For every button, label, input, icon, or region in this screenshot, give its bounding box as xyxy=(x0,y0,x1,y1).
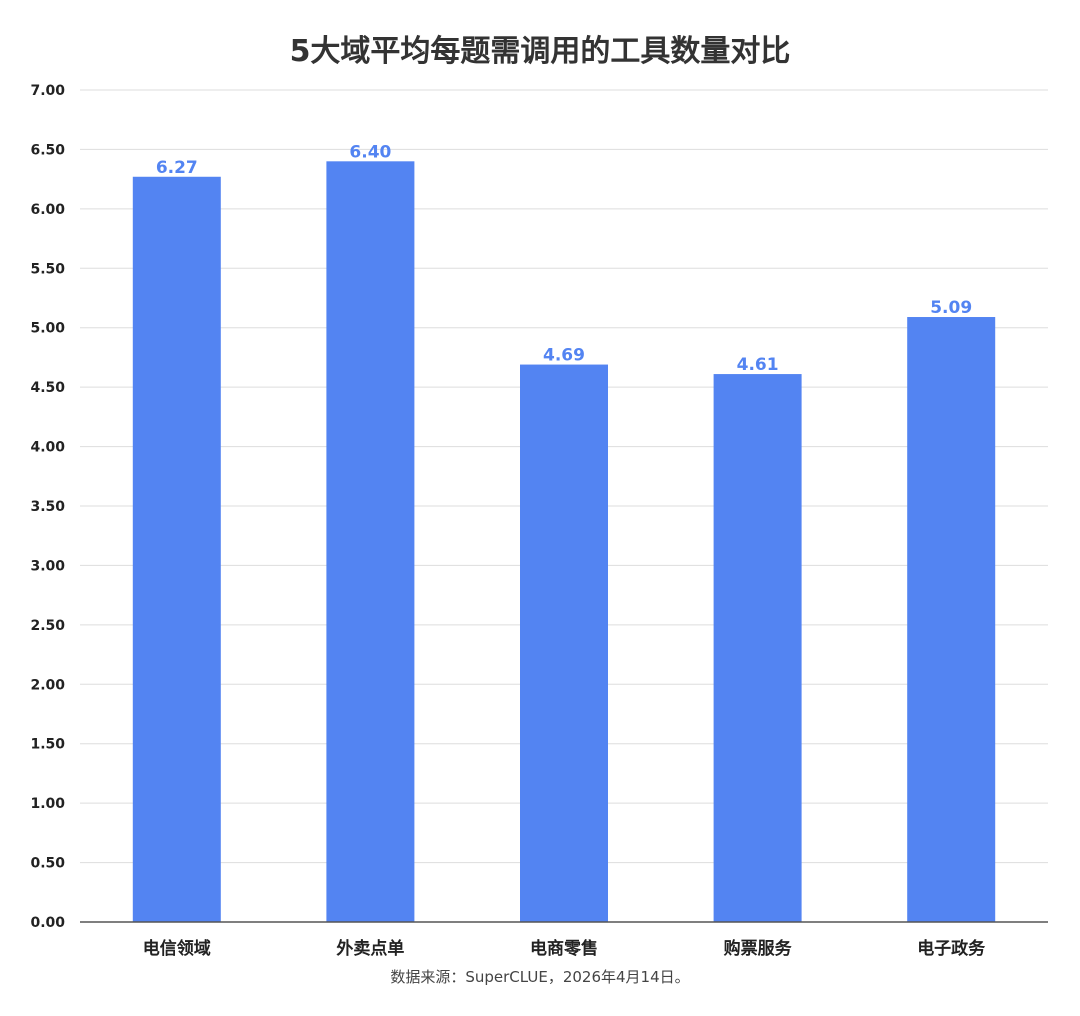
y-tick-label: 1.00 xyxy=(30,796,65,812)
y-tick-label: 3.00 xyxy=(30,558,65,574)
y-tick-label: 2.00 xyxy=(30,677,65,693)
y-tick-label: 3.50 xyxy=(30,499,65,515)
y-tick-label: 4.00 xyxy=(30,440,65,456)
y-tick-label: 1.50 xyxy=(30,737,65,753)
bar xyxy=(520,364,608,922)
bars xyxy=(132,161,996,923)
x-tick-label: 外卖点单 xyxy=(336,938,404,959)
y-axis-ticks: 0.00 0.50 1.00 1.50 2.00 2.50 3.00 3.50 4.00 4.50… xyxy=(30,83,65,931)
y-tick-label: 0.50 xyxy=(30,856,65,872)
data-label: 4.61 xyxy=(737,355,779,375)
source-note: 数据来源：SuperCLUE，2026年4月14日。 xyxy=(390,968,690,986)
bar xyxy=(326,161,415,923)
y-tick-label: 5.50 xyxy=(30,261,65,277)
y-tick-label: 7.00 xyxy=(30,83,65,99)
value-labels: 6.27 6.40 4.69 4.61 5.09 xyxy=(156,142,972,375)
y-tick-label: 6.00 xyxy=(30,202,65,218)
bar xyxy=(713,374,802,922)
x-tick-label: 电信领域 xyxy=(143,938,211,959)
x-tick-label: 电商零售 xyxy=(530,938,598,959)
bar xyxy=(907,317,996,922)
y-tick-label: 6.50 xyxy=(30,142,65,158)
x-axis-ticks: 电信领域 外卖点单 电商零售 购票服务 电子政务 xyxy=(143,938,986,959)
y-tick-label: 2.50 xyxy=(30,618,65,634)
data-label: 6.27 xyxy=(156,158,198,178)
y-tick-label: 0.00 xyxy=(30,915,65,931)
data-label: 6.40 xyxy=(349,142,391,162)
bar xyxy=(132,176,221,922)
y-tick-label: 4.50 xyxy=(30,380,65,396)
x-tick-label: 电子政务 xyxy=(917,938,986,959)
chart-title: 5大域平均每题需调用的工具数量对比 xyxy=(289,34,791,69)
x-tick-label: 购票服务 xyxy=(724,938,793,959)
data-label: 5.09 xyxy=(930,298,972,318)
y-tick-label: 5.00 xyxy=(30,321,65,337)
data-label: 4.69 xyxy=(543,346,585,366)
